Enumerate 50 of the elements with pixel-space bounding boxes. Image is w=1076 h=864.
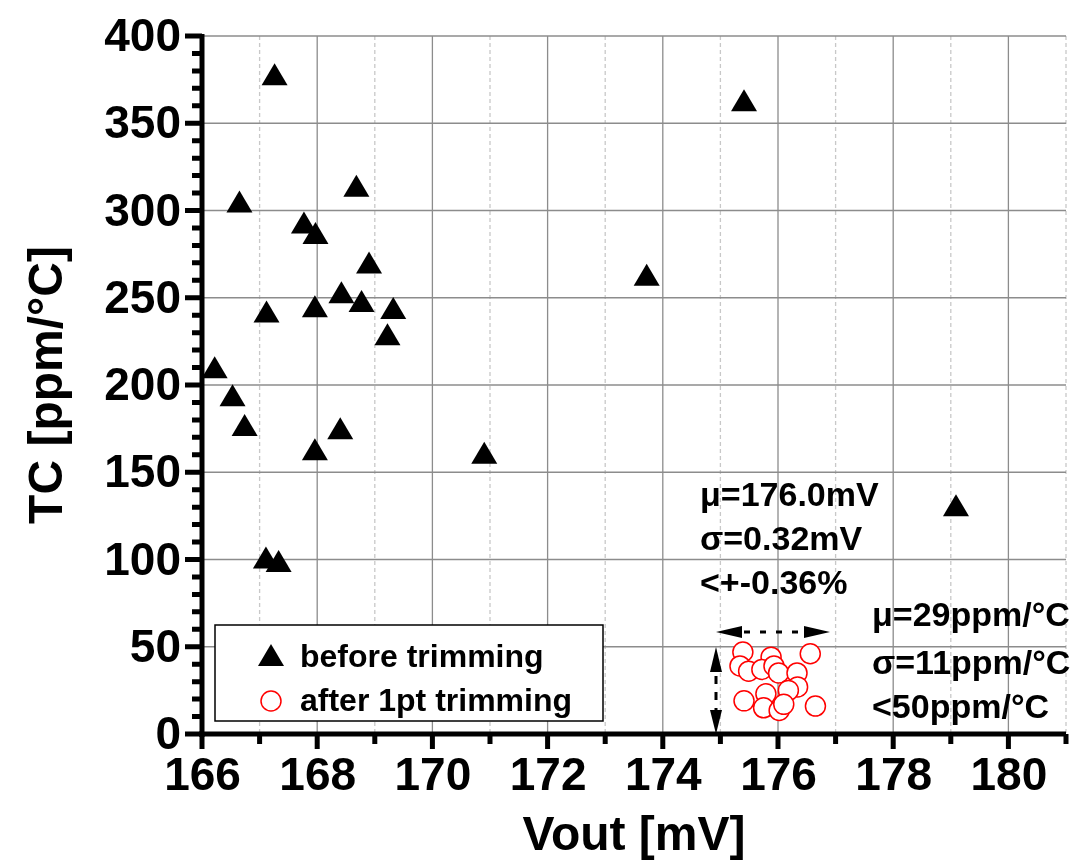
x-tick-label: 180 [970,747,1048,800]
point [773,693,795,716]
annotation: <+-0.36% [700,563,848,601]
point [380,296,407,319]
y-tick-label: 100 [104,532,181,585]
point [799,642,822,665]
annotation: σ=11ppm/°C [872,643,1071,681]
point [633,263,660,286]
point [942,494,969,517]
annotation: μ=176.0mV [700,475,879,513]
legend-label: after 1pt trimming [300,682,573,718]
point [348,289,375,312]
legend-label: before trimming [300,638,544,674]
point [301,438,328,461]
point [374,323,401,346]
y-tick-label: 300 [104,183,181,236]
point [219,384,246,407]
x-tick-label: 170 [394,747,472,800]
point [356,251,383,274]
x-axis-title: Vout [mV] [522,807,746,860]
x-tick-label: 174 [624,747,703,800]
point [261,63,288,86]
y-tick-label: 50 [129,619,181,672]
x-tick-label: 176 [740,747,817,800]
y-tick-label: 350 [104,96,181,149]
annotation: <50ppm/°C [872,687,1050,725]
y-tick-label: 250 [104,270,181,323]
point [733,690,755,712]
y-axis-title: TC [ppm/°C] [19,246,72,524]
point [301,295,328,318]
point [767,662,790,684]
annotation: μ=29ppm/°C [872,595,1070,633]
x-tick-label: 172 [509,747,587,800]
point [804,695,827,717]
point [265,549,292,572]
point [343,174,370,197]
point [731,89,758,112]
point [226,190,253,213]
point [327,417,354,440]
y-tick-label: 400 [104,9,181,62]
x-tick-label: 178 [855,747,933,800]
point [231,413,258,436]
point [253,300,280,323]
y-tick-label: 150 [104,445,181,498]
x-tick-label: 168 [279,747,357,800]
point [471,441,498,464]
point [328,281,355,304]
annotation: σ=0.32mV [700,519,863,557]
y-tick-label: 200 [104,358,181,411]
point [302,221,329,244]
